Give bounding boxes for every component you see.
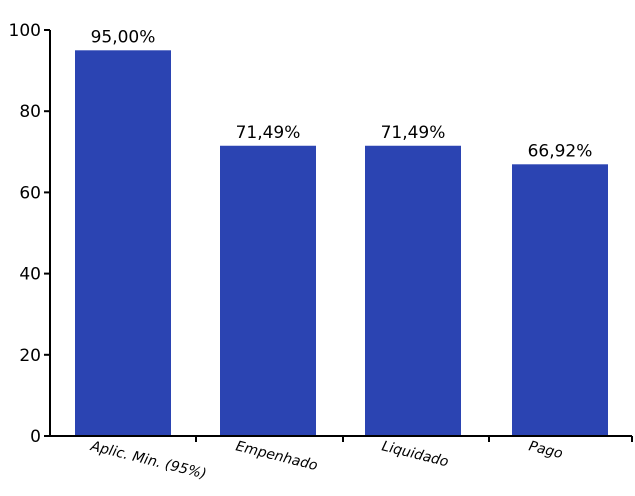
axes-layer: [44, 29, 633, 442]
x-category-label: Aplic. Min. (95%): [88, 438, 208, 482]
data-label: 95,00%: [91, 27, 156, 47]
x-category-label: Empenhado: [234, 438, 319, 474]
y-tick-label: 40: [19, 265, 41, 285]
y-tick-label: 60: [19, 183, 41, 203]
y-tick-label: 0: [30, 427, 41, 447]
bar-1: [75, 50, 171, 437]
x-category-label: Liquidado: [380, 438, 450, 470]
y-tick-label: 100: [9, 21, 41, 41]
x-category-label: Pago: [527, 438, 564, 462]
data-label: 71,49%: [236, 123, 301, 143]
data-label: 71,49%: [381, 123, 446, 143]
bar-4: [512, 164, 608, 436]
labels-layer: 95,00% 71,49% 71,49% 66,92% 0 20 40 60 80 100 Apli…: [9, 21, 593, 483]
y-tick-label: 80: [19, 102, 41, 122]
data-label: 66,92%: [528, 141, 593, 161]
y-tick-label: 20: [19, 346, 41, 366]
bars-layer: [75, 50, 608, 437]
bar-3: [365, 145, 461, 436]
bar-2: [220, 145, 316, 436]
